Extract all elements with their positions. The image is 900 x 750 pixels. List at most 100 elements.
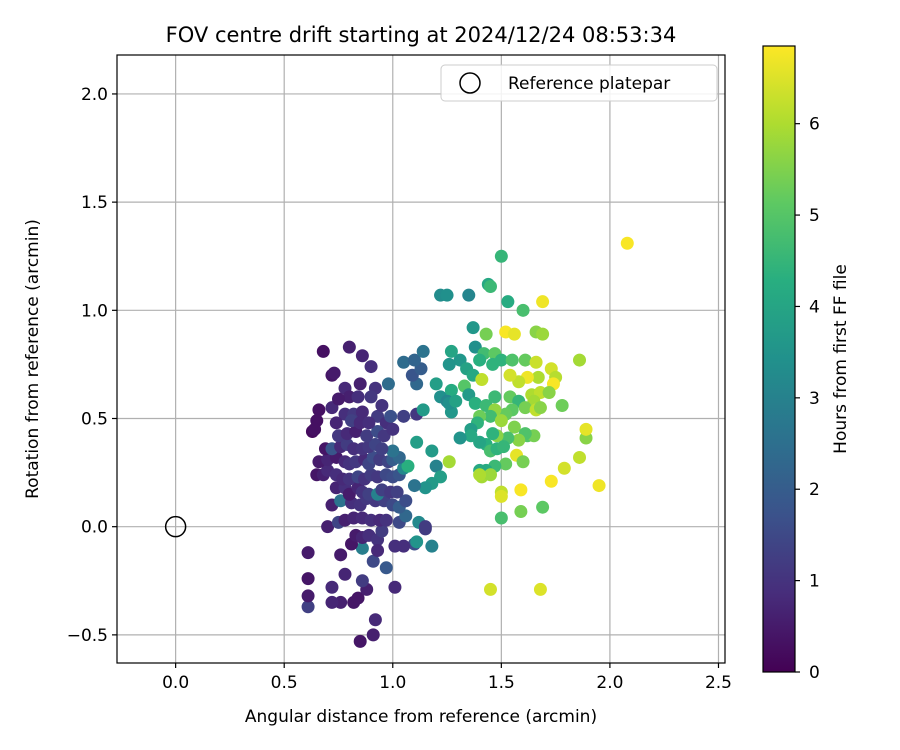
data-point <box>410 435 424 449</box>
data-point <box>533 401 547 415</box>
data-point <box>429 377 443 391</box>
data-point <box>425 539 439 553</box>
data-point <box>501 295 515 309</box>
legend: Reference platepar <box>440 64 718 102</box>
data-point <box>462 288 476 302</box>
data-point <box>503 368 517 382</box>
data-point <box>321 520 335 534</box>
data-point <box>375 524 389 538</box>
data-point <box>536 327 550 341</box>
data-point <box>364 360 378 374</box>
legend-box <box>440 64 718 102</box>
data-point <box>416 344 430 358</box>
data-point <box>499 457 513 471</box>
data-point <box>494 414 508 428</box>
data-point <box>375 399 389 413</box>
plot-frame <box>116 54 726 664</box>
data-point <box>536 500 550 514</box>
data-point <box>536 295 550 309</box>
data-point <box>375 442 389 456</box>
x-axis-label: Angular distance from reference (arcmin) <box>245 707 597 727</box>
x-tick-label: 1.0 <box>379 673 406 693</box>
data-point <box>468 396 482 410</box>
data-point <box>497 440 511 454</box>
data-point <box>355 349 369 363</box>
data-point <box>494 249 508 263</box>
data-point <box>518 401 532 415</box>
data-point <box>494 511 508 525</box>
data-point <box>384 409 398 423</box>
data-point <box>514 483 528 497</box>
data-point <box>407 353 421 367</box>
data-point <box>410 535 424 549</box>
data-point <box>325 580 339 594</box>
x-tick-label: 1.5 <box>488 673 515 693</box>
data-point <box>301 589 315 603</box>
data-point <box>355 405 369 419</box>
data-point <box>401 459 415 473</box>
data-point <box>425 444 439 458</box>
data-point <box>301 600 315 614</box>
data-point <box>516 303 530 317</box>
data-point <box>360 429 374 443</box>
data-point <box>308 422 322 436</box>
data-point <box>488 390 502 404</box>
data-point <box>312 403 326 417</box>
data-point <box>351 390 365 404</box>
data-point <box>386 422 400 436</box>
data-point <box>479 327 493 341</box>
data-point <box>368 613 382 627</box>
data-point <box>353 377 367 391</box>
data-point <box>397 409 411 423</box>
data-point <box>531 370 545 384</box>
reference-marker-group <box>164 515 187 538</box>
data-point <box>573 450 587 464</box>
data-point <box>473 468 487 482</box>
data-point <box>544 474 558 488</box>
data-point <box>579 422 593 436</box>
data-point <box>429 459 443 473</box>
data-point <box>399 494 413 508</box>
data-point <box>390 485 404 499</box>
data-point <box>418 520 432 534</box>
colorbar-tick-label: 0 <box>809 663 820 683</box>
data-point <box>483 468 497 482</box>
colorbar: 0 1 2 3 4 5 6 Hours from first FF file <box>762 45 851 683</box>
data-point <box>379 561 393 575</box>
data-point <box>371 543 385 557</box>
data-point <box>542 386 556 400</box>
colorbar-tick-label: 1 <box>809 572 820 592</box>
data-point <box>351 591 365 605</box>
data-point <box>416 403 430 417</box>
data-point <box>442 357 456 371</box>
y-tick-label: 2.0 <box>81 85 108 105</box>
data-point <box>327 366 341 380</box>
data-point <box>475 373 489 387</box>
data-point <box>473 353 487 367</box>
data-point <box>557 461 571 475</box>
y-tick-label: 0.0 <box>81 518 108 538</box>
data-point <box>379 513 393 527</box>
grid-lines <box>117 55 725 663</box>
data-point <box>364 390 378 404</box>
data-point <box>366 628 380 642</box>
data-point <box>620 236 634 250</box>
data-point <box>518 353 532 367</box>
data-point <box>483 409 497 423</box>
colorbar-tick-label: 6 <box>809 115 820 135</box>
colorbar-tick-label: 4 <box>809 297 820 317</box>
data-point <box>505 353 519 367</box>
colorbar-label: Hours from first FF file <box>831 264 851 454</box>
y-tick-label: −0.5 <box>67 626 108 646</box>
data-point <box>514 505 528 519</box>
data-point <box>483 280 497 294</box>
data-point <box>494 489 508 503</box>
data-point <box>407 479 421 493</box>
data-point <box>464 429 478 443</box>
data-point <box>444 344 458 358</box>
data-point <box>381 377 395 391</box>
data-point <box>325 595 339 609</box>
data-point <box>342 340 356 354</box>
y-tick-label: 1.5 <box>81 193 108 213</box>
